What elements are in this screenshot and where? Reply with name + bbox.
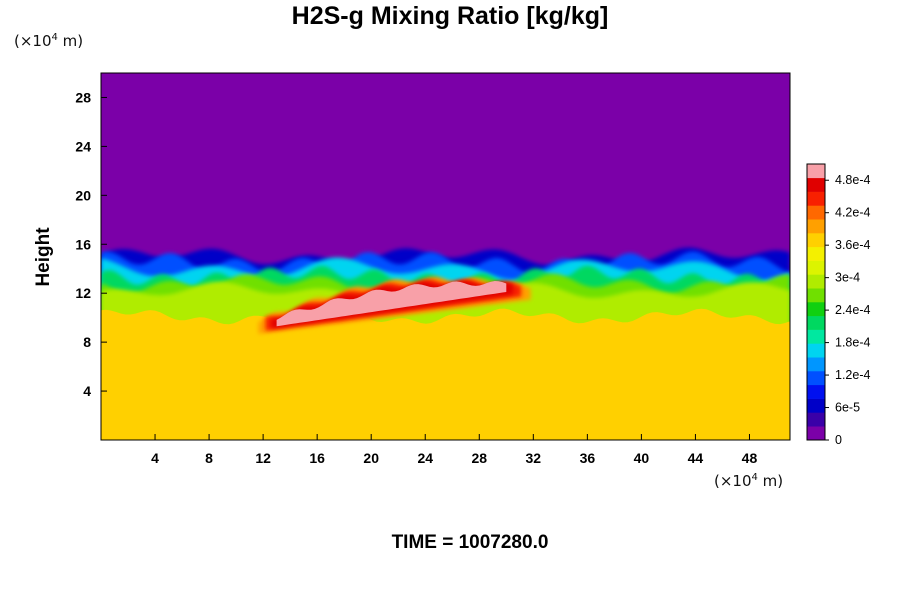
colorbar-segment	[807, 329, 825, 344]
x-tick-label: 36	[580, 450, 596, 466]
y-unit-exponent: 4	[51, 32, 58, 43]
colorbar-segment	[807, 343, 825, 358]
colorbar-segment	[807, 288, 825, 303]
x-tick-label: 4	[151, 450, 159, 466]
colorbar-segment	[807, 191, 825, 206]
x-tick-label: 28	[471, 450, 487, 466]
colorbar-segment	[807, 246, 825, 261]
y-axis-unit-label: (×104 m)	[14, 32, 84, 50]
x-tick-label: 24	[417, 450, 433, 466]
plot-frame	[100, 72, 791, 441]
x-tick-label: 8	[205, 450, 213, 466]
colorbar-tick-label: 6e-5	[835, 401, 860, 415]
chart-title: H2S-g Mixing Ratio [kg/kg]	[291, 2, 609, 30]
x-tick-label: 20	[363, 450, 379, 466]
y-tick-label: 20	[75, 187, 91, 203]
y-unit-text: m	[62, 32, 78, 50]
x-tick-label: 32	[526, 450, 542, 466]
x-tick-label: 16	[309, 450, 325, 466]
colorbar-tick-label: 0	[835, 433, 842, 447]
colorbar-segment	[807, 412, 825, 427]
x-axis-unit-label: (×104 m)	[714, 472, 784, 490]
y-tick-label: 4	[83, 383, 91, 399]
lower-layer	[101, 308, 790, 440]
colorbar-segment	[807, 398, 825, 413]
max-value-region	[276, 281, 507, 327]
colorbar-segment	[807, 357, 825, 372]
colorbar-tick-label: 2.4e-4	[835, 303, 870, 317]
x-tick-label: 40	[634, 450, 650, 466]
colorbar-segment	[807, 384, 825, 399]
colorbar-tick-label: 3.6e-4	[835, 238, 870, 252]
colorbar: 0 6e-5 1.2e-4 1.8e-4 2.4e-4 3e-4 3.6e-4 4.2e-4 4…	[806, 163, 870, 447]
x-unit-exponent: 4	[751, 472, 758, 483]
colorbar-segment	[807, 315, 825, 330]
colorbar-segment	[807, 164, 825, 179]
x-unit-text: m	[762, 472, 778, 490]
colorbar-segment	[807, 219, 825, 234]
x-tick-label: 12	[255, 450, 271, 466]
colorbar-segment	[807, 302, 825, 317]
colorbar-segment	[807, 260, 825, 275]
colorbar-tick-label: 3e-4	[835, 271, 860, 285]
y-tick-label: 12	[75, 285, 91, 301]
colorbar-frame	[806, 163, 826, 441]
heatmap-field	[101, 73, 790, 440]
x-tick-label: 44	[688, 450, 704, 466]
colorbar-tick-label: 1.8e-4	[835, 336, 870, 350]
y-axis: 4 8 12 16 20 24 28	[75, 89, 107, 399]
colorbar-segment	[807, 177, 825, 192]
colorbar-segment	[807, 371, 825, 386]
time-label: TIME = 1007280.0	[391, 532, 549, 553]
colorbar-segment	[807, 426, 825, 441]
y-tick-label: 8	[83, 334, 91, 350]
colorbar-segment	[807, 274, 825, 289]
colorbar-tick-label: 4.8e-4	[835, 173, 870, 187]
colorbar-segment	[807, 205, 825, 220]
x-tick-label: 48	[742, 450, 758, 466]
colorbar-tick-label: 4.2e-4	[835, 206, 870, 220]
y-tick-label: 16	[75, 236, 91, 252]
colorbar-segment	[807, 233, 825, 248]
colorbar-tick-label: 1.2e-4	[835, 368, 870, 382]
x-axis: 4 8 12 16 20 24 28 32 36 40 44 48	[151, 434, 757, 466]
y-tick-label: 28	[75, 89, 91, 105]
y-tick-label: 24	[75, 138, 91, 154]
